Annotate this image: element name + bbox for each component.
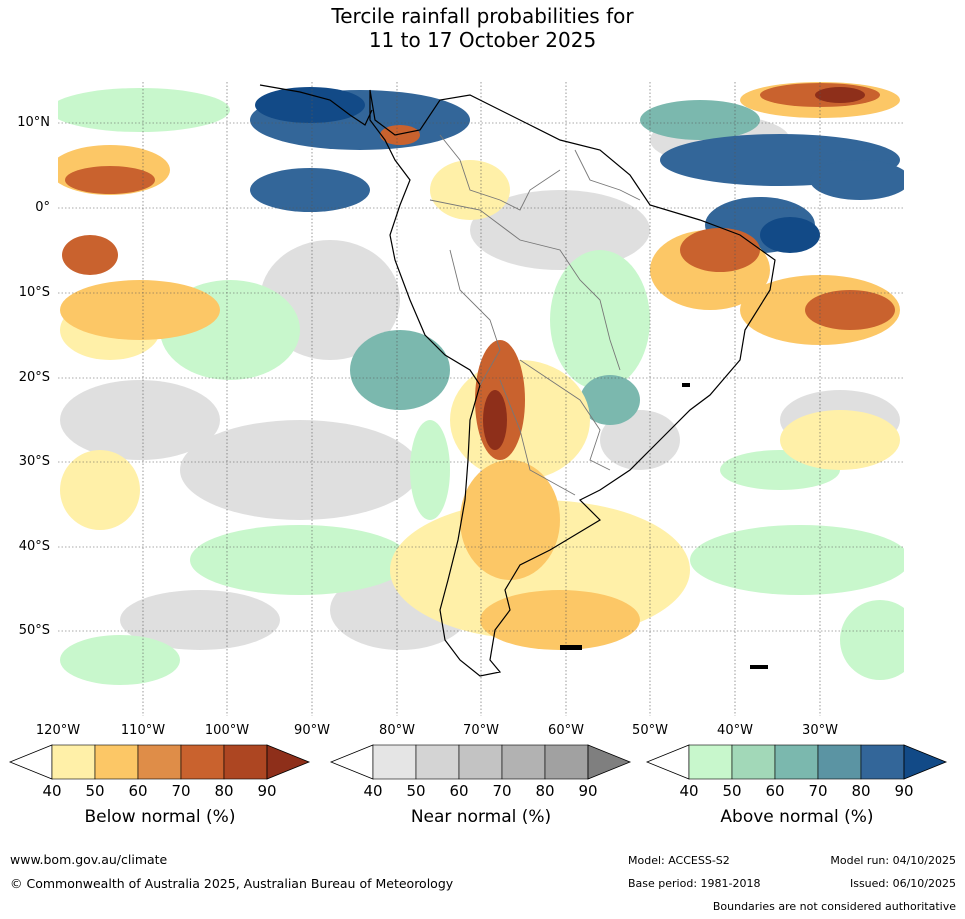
graticule [58, 82, 904, 716]
cb-tick: 40 [42, 782, 62, 800]
colorbar-cell [223, 744, 268, 780]
colorbar-cell [180, 744, 225, 780]
colorbar-cell [372, 744, 417, 780]
lon-label: 80°W [379, 723, 415, 738]
cb-tick: 40 [363, 782, 383, 800]
cb-tick: 50 [85, 782, 105, 800]
colorbar-cell [731, 744, 776, 780]
lat-label: 20°S [18, 370, 50, 385]
footer-copyright: © Commonwealth of Australia 2025, Austra… [10, 876, 454, 891]
south-america-coastline [369, 89, 776, 677]
lat-label: 40°S [18, 539, 50, 554]
lon-label: 40°W [717, 723, 753, 738]
lon-label: 60°W [548, 723, 584, 738]
colorbar-extend-arrow [587, 744, 632, 780]
colorbar-cell [137, 744, 182, 780]
colorbar-cell [544, 744, 589, 780]
cb-tick: 70 [492, 782, 512, 800]
lat-label: 50°S [18, 623, 50, 638]
cb-tick: 90 [894, 782, 914, 800]
map-title: Tercile rainfall probabilities for 11 to… [0, 4, 965, 52]
lon-label: 120°W [35, 723, 81, 738]
colorbar-extend-arrow [266, 744, 311, 780]
footer-disclaimer: Boundaries are not considered authoritat… [712, 900, 956, 913]
cb-tick: 40 [679, 782, 699, 800]
footer-issued: Issued: 06/10/2025 [849, 877, 956, 890]
colorbar-title-below: Below normal (%) [84, 807, 236, 827]
colorbar-below-normal [8, 744, 311, 780]
lon-label: 90°W [294, 723, 330, 738]
lat-label: 10°S [18, 285, 50, 300]
lat-label: 10°N [17, 115, 50, 130]
footer-base-period: Base period: 1981-2018 [628, 877, 761, 890]
colorbar-cell [51, 744, 96, 780]
title-line-1: Tercile rainfall probabilities for [331, 4, 634, 28]
colorbar-cell [501, 744, 546, 780]
cb-tick: 80 [851, 782, 871, 800]
colorbar-extend-arrow [903, 744, 948, 780]
lon-label: 50°W [632, 723, 668, 738]
footer-model-run: Model run: 04/10/2025 [830, 854, 956, 867]
colorbar-title-above: Above normal (%) [720, 807, 874, 827]
cb-tick: 80 [535, 782, 555, 800]
lat-label: 30°S [18, 454, 50, 469]
cb-tick: 50 [722, 782, 742, 800]
cb-tick: 80 [214, 782, 234, 800]
probability-map [58, 82, 904, 716]
cb-tick: 60 [765, 782, 785, 800]
colorbar-cell [774, 744, 819, 780]
islands [560, 383, 768, 669]
cb-tick: 90 [578, 782, 598, 800]
lon-label: 100°W [204, 723, 250, 738]
cb-tick: 60 [449, 782, 469, 800]
cb-tick: 50 [406, 782, 426, 800]
footer-url[interactable]: www.bom.gov.au/climate [10, 852, 168, 867]
cb-tick: 60 [128, 782, 148, 800]
lat-label: 0° [35, 200, 50, 215]
colorbar-near-normal [329, 744, 632, 780]
lon-label: 70°W [463, 723, 499, 738]
cb-tick: 90 [257, 782, 277, 800]
country-borders [429, 134, 641, 496]
above-normal-mid [350, 100, 760, 425]
colorbar-above-normal [645, 744, 948, 780]
lon-label: 110°W [120, 723, 166, 738]
colorbar-cell [860, 744, 905, 780]
colorbar-cell [415, 744, 460, 780]
title-line-2: 11 to 17 October 2025 [368, 28, 597, 52]
above-normal-very-high [255, 87, 820, 253]
cb-tick: 70 [808, 782, 828, 800]
cb-tick: 70 [171, 782, 191, 800]
colorbar-cell [817, 744, 862, 780]
colorbar-title-near: Near normal (%) [410, 807, 552, 827]
lon-label: 30°W [802, 723, 838, 738]
footer-model: Model: ACCESS-S2 [628, 854, 730, 867]
colorbar-cell [458, 744, 503, 780]
colorbar-cell [94, 744, 139, 780]
below-normal-very-high [483, 87, 865, 450]
central-america-coastline [259, 84, 373, 126]
colorbar-cell [688, 744, 733, 780]
